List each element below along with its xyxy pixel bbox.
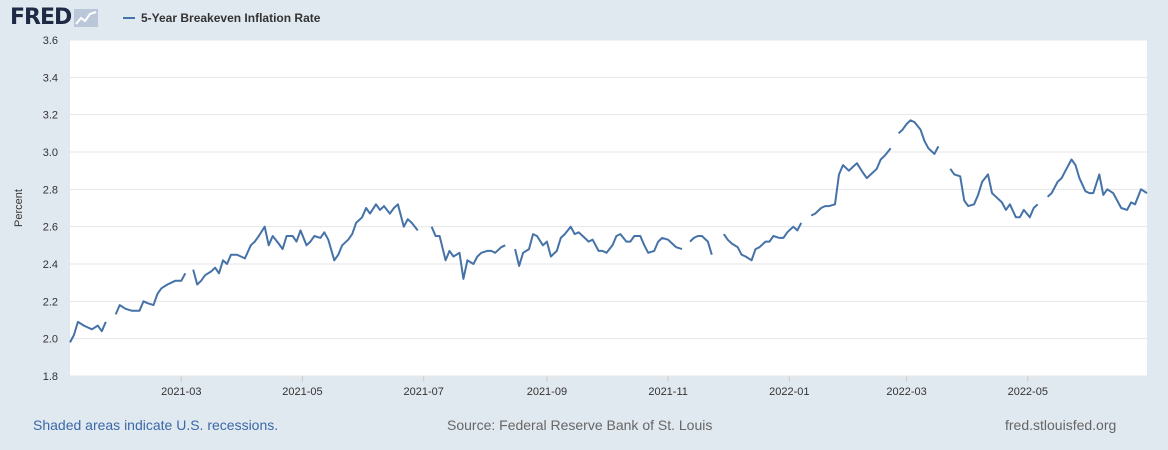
x-tick-label: 2021-11 [648,386,688,398]
x-tick-label: 2022-05 [1008,386,1048,398]
legend-label: 5-Year Breakeven Inflation Rate [141,11,321,25]
fred-url-link[interactable]: fred.stlouisfed.org [1005,417,1117,433]
source-note: Source: Federal Reserve Bank of St. Loui… [447,417,713,433]
series-line-segment [69,320,107,343]
fred-logo[interactable]: FRED [10,5,99,30]
line-chart: 1.82.02.22.42.62.83.03.23.43.6 2021-03 20… [13,35,1148,398]
series-line-segment [114,272,187,315]
y-tick-label: 1.8 [43,371,58,383]
series-line-segment [949,168,1039,219]
x-tick-label: 2021-09 [527,386,567,398]
y-tick-label: 3.4 [43,72,58,84]
line-chart-icon [74,9,99,27]
x-tick-label: 2021-05 [282,386,322,398]
x-axis-ticks: 2021-03 2021-05 2021-07 2021-09 2021-11 2022-… [161,376,1048,398]
legend-line-swatch [123,17,135,19]
x-tick-label: 2022-01 [769,386,809,398]
chart-legend: 5-Year Breakeven Inflation Rate [123,11,320,25]
series-line-segment [689,235,713,255]
y-tick-label: 3.6 [43,35,58,47]
y-axis-title: Percent [13,189,25,227]
y-tick-label: 3.0 [43,147,58,159]
grid-lines [70,39,1147,377]
y-tick-label: 2.8 [43,184,58,196]
plot-area [70,40,1147,376]
series-line-segment [1046,158,1148,211]
recession-note: Shaded areas indicate U.S. recessions. [33,417,279,433]
y-tick-label: 2.0 [43,334,58,346]
y-axis-ticks: 1.8 2.0 2.2 2.4 2.6 2.8 3.0 3.2 3.4 3.6 [43,35,58,383]
series-line-segment [810,147,892,217]
y-tick-label: 2.6 [43,222,58,234]
x-tick-label: 2022-03 [886,386,926,398]
series-line-segment [192,203,419,286]
chart-header: FRED 5-Year Breakeven Inflation Rate [0,0,1168,40]
series-line-segment [514,225,683,267]
x-tick-label: 2021-07 [404,386,444,398]
y-tick-label: 2.2 [43,296,58,308]
x-tick-label: 2021-03 [161,386,201,398]
series-line-segment [722,222,803,262]
y-tick-label: 3.2 [43,110,58,122]
series-line-segment [430,226,506,280]
fred-logo-text: FRED [10,5,72,30]
series-group [69,119,1148,343]
y-tick-label: 2.4 [43,259,58,271]
series-line-segment [897,119,940,155]
